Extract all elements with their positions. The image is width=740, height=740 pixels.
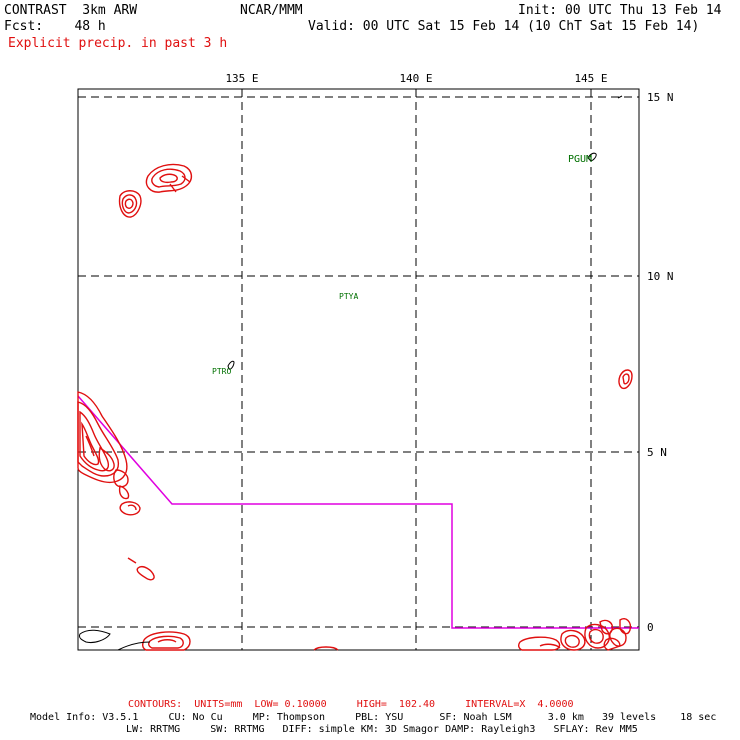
lat-lon-grid	[78, 89, 639, 650]
coastline-north-islet	[617, 95, 623, 99]
station-label-ptya: PTYA	[339, 292, 358, 301]
precip-contours	[77, 163, 633, 651]
coastline-palau	[227, 360, 235, 370]
precip-cell-nw1	[118, 190, 142, 218]
model-title: CONTRAST 3km ARW	[4, 3, 138, 18]
init-time: Init: 00 UTC Thu 13 Feb 14	[518, 3, 722, 18]
lon-label-135e: 135 E	[225, 72, 258, 85]
precip-cell-east	[618, 369, 633, 390]
contour-info: CONTOURS: UNITS=mm LOW= 0.10000 HIGH= 10…	[128, 699, 574, 710]
coastline-new-guinea-south	[117, 641, 151, 651]
lat-label-15n: 15 N	[647, 91, 674, 104]
domain-boundary	[77, 395, 639, 629]
station-label-pgum: PGUM	[568, 154, 592, 165]
lat-label-10n: 10 N	[647, 270, 674, 283]
coastline-guam	[587, 152, 597, 162]
model-info-line-1: Model Info: V3.5.1 CU: No Cu MP: Thompso…	[30, 712, 717, 723]
lon-label-145e: 145 E	[574, 72, 607, 85]
precip-cell-south-west	[141, 631, 191, 651]
lat-label-0: 0	[647, 621, 654, 634]
lat-label-5n: 5 N	[647, 446, 667, 459]
precip-cluster-west	[77, 391, 141, 516]
field-description: Explicit precip. in past 3 h	[8, 36, 228, 51]
map-frame	[77, 88, 640, 651]
lon-label-140e: 140 E	[399, 72, 432, 85]
coastline-new-guinea-west	[79, 629, 111, 643]
center-name: NCAR/MMM	[240, 3, 303, 18]
precip-cluster-south-east	[518, 618, 632, 651]
model-info-line-2: LW: RRTMG SW: RRTMG DIFF: simple KM: 3D …	[126, 724, 638, 735]
station-label-ptro: PTRO	[212, 367, 231, 376]
forecast-hour: Fcst: 48 h	[4, 19, 106, 34]
precip-cell-2n	[127, 557, 155, 581]
valid-time: Valid: 00 UTC Sat 15 Feb 14 (10 ChT Sat …	[308, 19, 700, 34]
coastlines	[79, 95, 623, 651]
precip-cell-south-center	[313, 646, 339, 651]
precip-cell-nw2	[145, 163, 193, 193]
